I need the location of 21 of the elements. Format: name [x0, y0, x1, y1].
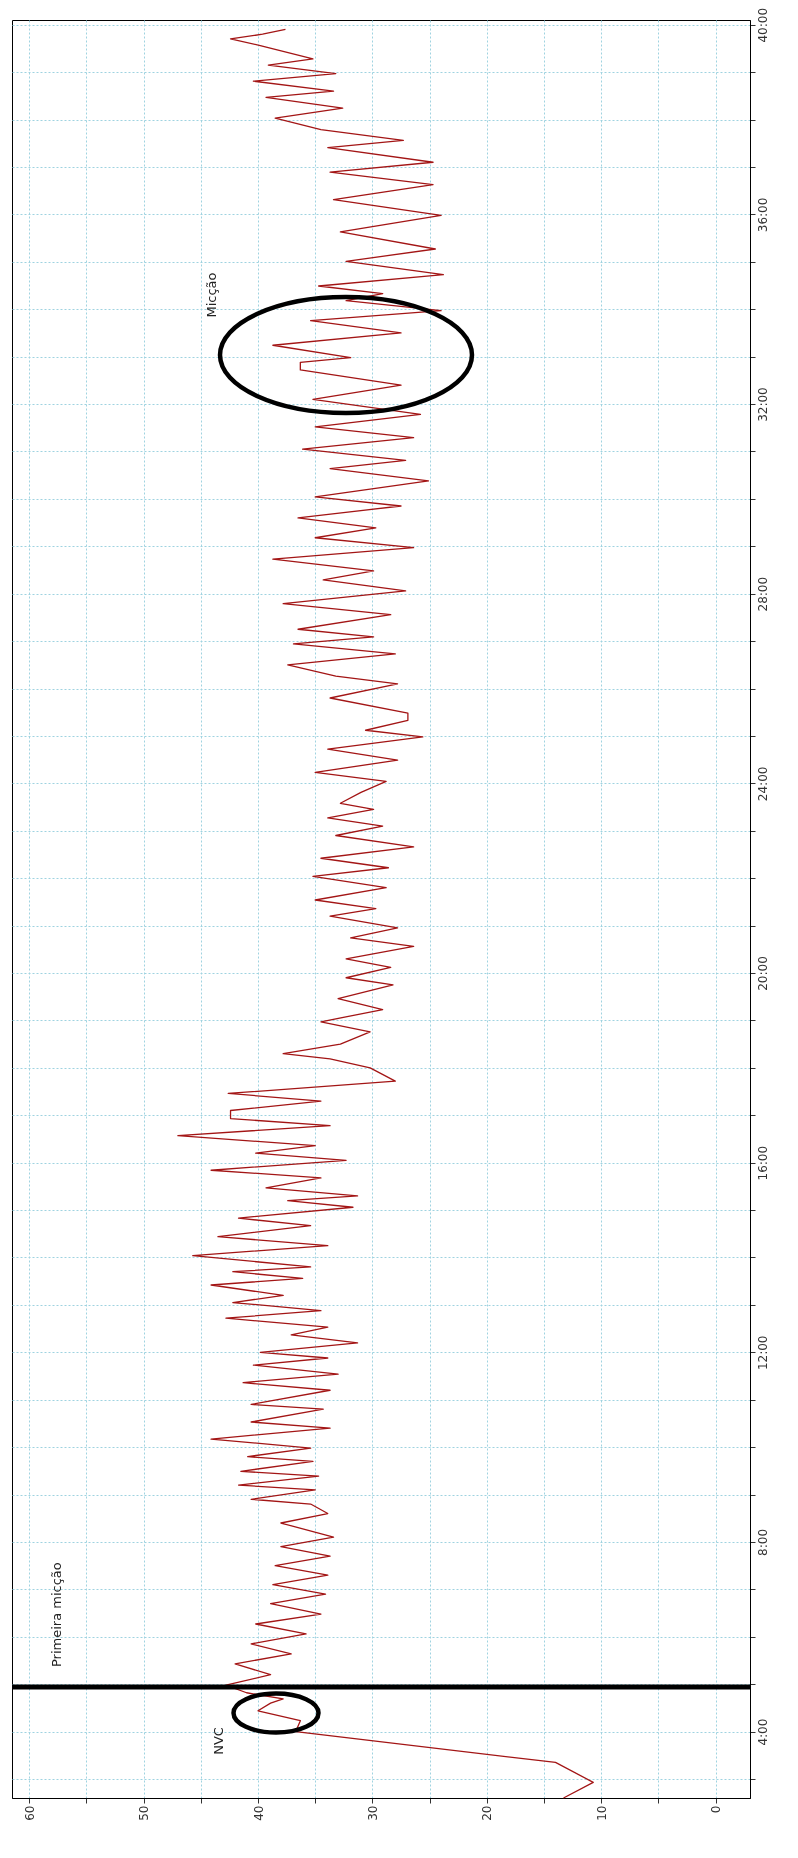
ref-line-label: Primeira micção [49, 1562, 64, 1668]
y-tick-label: 28:00 [755, 576, 770, 612]
y-tick-label: 4:00 [755, 1718, 770, 1746]
x-tick-label: 30 [365, 1805, 380, 1821]
annotation: NVC [211, 1727, 226, 1755]
y-tick-label: 32:00 [755, 387, 770, 422]
x-tick-label: 10 [594, 1805, 609, 1821]
y-tick-label: 20:00 [755, 956, 770, 991]
y-tick-label: 40:00 [755, 7, 770, 43]
y-tick-label: 36:00 [755, 197, 770, 233]
x-tick-label: 60 [22, 1805, 37, 1821]
y-tick-label: 16:00 [755, 1145, 770, 1181]
x-tick-label: 50 [137, 1805, 152, 1821]
y-tick-label: 8:00 [755, 1528, 770, 1556]
line-series [177, 28, 594, 1799]
x-tick-label: 20 [480, 1805, 495, 1821]
annotation: Micção [204, 272, 219, 318]
y-tick-label: 12:00 [755, 1335, 770, 1371]
x-tick-label: 40 [251, 1805, 266, 1821]
x-tick-label: 0 [709, 1805, 724, 1814]
y-tick-label: 24:00 [755, 766, 770, 802]
